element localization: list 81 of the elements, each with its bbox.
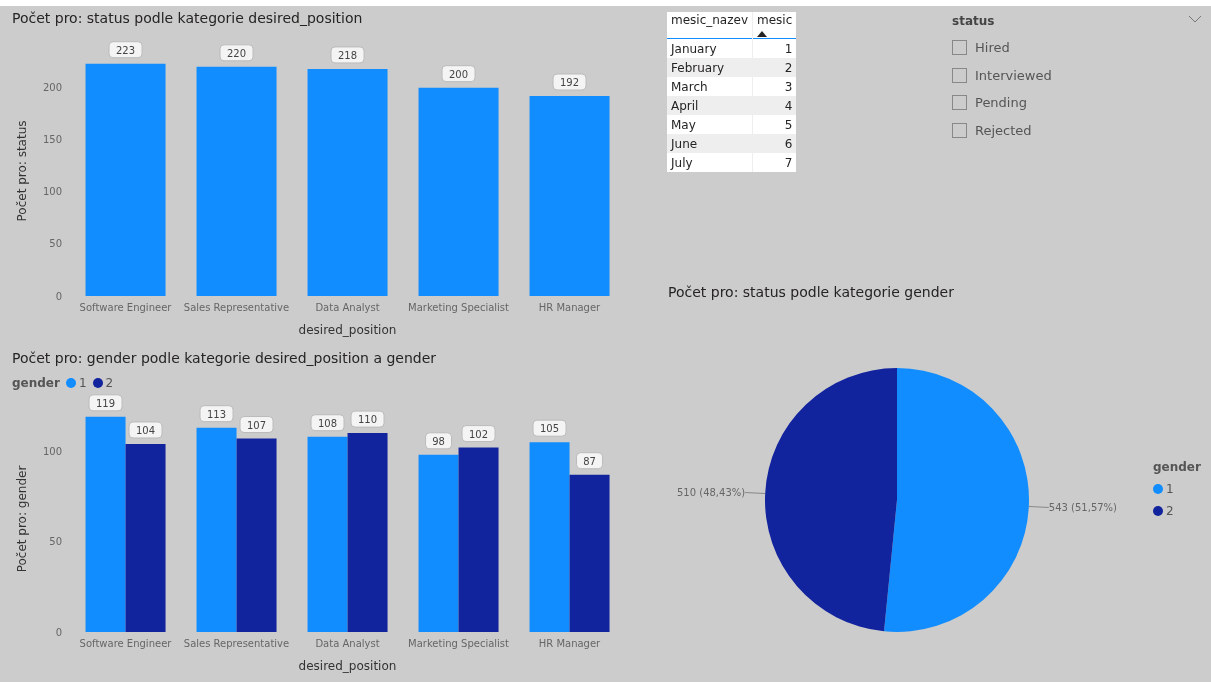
x-tick-label: Software Engineer: [79, 638, 173, 650]
category-label: April: [667, 96, 753, 115]
x-tick-label: Marketing Specialist: [408, 638, 510, 650]
bar: [125, 443, 166, 632]
category-label: Interviewed: [975, 67, 1052, 83]
y-tick-label: 50: [49, 238, 62, 250]
data-label: 6: [752, 134, 797, 153]
bar: [529, 442, 570, 632]
x-tick-label: Sales Representative: [183, 638, 290, 650]
data-label: 113: [206, 408, 227, 420]
text: mesic_nazev: [670, 12, 749, 29]
y-tick-label: 100: [42, 186, 62, 198]
data-label: 218: [337, 49, 358, 61]
y-axis-title: Počet pro: gender: [15, 465, 30, 573]
data-label: 119: [95, 397, 116, 409]
data-label: 105: [539, 423, 560, 435]
y-tick-label: 200: [42, 82, 62, 94]
data-label: 543 (51,57%): [1048, 501, 1118, 513]
y-tick-label: 100: [42, 445, 62, 457]
data-label: 510 (48,43%): [676, 487, 746, 499]
data-label: 98: [432, 435, 445, 447]
pie-slice: [765, 368, 897, 632]
category-label: February: [667, 58, 753, 77]
bar: [196, 427, 237, 632]
legend-title: gender: [1153, 460, 1201, 474]
category-label: January: [667, 38, 753, 58]
data-label: 2: [752, 58, 797, 77]
bar: [236, 438, 277, 632]
chart-title: Počet pro: gender podle kategorie desired_position a gender: [12, 350, 437, 366]
data-label: 108: [317, 417, 338, 429]
legend-label: 2: [104, 376, 114, 390]
x-tick-label: Marketing Specialist: [408, 302, 510, 314]
category-label: July: [667, 153, 753, 172]
category-label: Rejected: [975, 122, 1032, 138]
legend-title: gender: [12, 376, 60, 390]
bar: [458, 447, 499, 632]
bar: [307, 436, 348, 632]
x-tick-label: Software Engineer: [79, 302, 173, 314]
bar: [569, 474, 610, 632]
legend-label: 2: [1165, 504, 1174, 518]
legend-label: 1: [1165, 482, 1174, 496]
x-tick-label: Data Analyst: [315, 302, 380, 314]
data-label: 5: [752, 115, 797, 134]
data-label: 110: [357, 414, 378, 426]
bar: [347, 433, 388, 632]
category-label: May: [667, 115, 753, 134]
y-tick-label: 50: [49, 536, 62, 548]
data-label: 223: [115, 44, 136, 56]
text: mesic: [752, 12, 797, 39]
data-label: 7: [752, 153, 797, 172]
chart-title: Počet pro: status podle kategorie desired_position: [12, 10, 363, 26]
category-label: March: [667, 77, 753, 96]
x-axis-title: desired_position: [298, 323, 397, 337]
text: status: [952, 14, 996, 28]
x-tick-label: HR Manager: [538, 302, 602, 314]
data-label: 87: [583, 455, 596, 467]
category-label: Hired: [975, 40, 1010, 56]
category-label: June: [667, 134, 753, 153]
data-label: 200: [448, 68, 469, 80]
data-label: 3: [752, 77, 797, 96]
data-label: 4: [752, 96, 797, 115]
bar: [85, 416, 126, 632]
data-label: 104: [135, 424, 156, 436]
data-label: 1: [752, 38, 797, 58]
data-label: 102: [468, 428, 489, 440]
y-tick-label: 0: [55, 290, 62, 302]
data-label: 220: [226, 47, 247, 59]
x-axis-title: desired_position: [298, 659, 397, 673]
pie-slice: [884, 368, 1029, 632]
legend-label: 1: [77, 376, 87, 390]
data-label: 192: [559, 77, 580, 88]
category-label: Pending: [975, 95, 1027, 111]
x-tick-label: HR Manager: [538, 638, 602, 650]
x-tick-label: Sales Representative: [183, 302, 290, 314]
y-tick-label: 0: [55, 626, 62, 638]
y-axis-title: Počet pro: status: [15, 120, 30, 222]
y-tick-label: 150: [42, 134, 62, 146]
x-tick-label: Data Analyst: [315, 638, 380, 650]
bar: [418, 454, 459, 632]
data-label: 107: [246, 419, 267, 431]
chart-title: Počet pro: status podle kategorie gender: [668, 284, 954, 300]
